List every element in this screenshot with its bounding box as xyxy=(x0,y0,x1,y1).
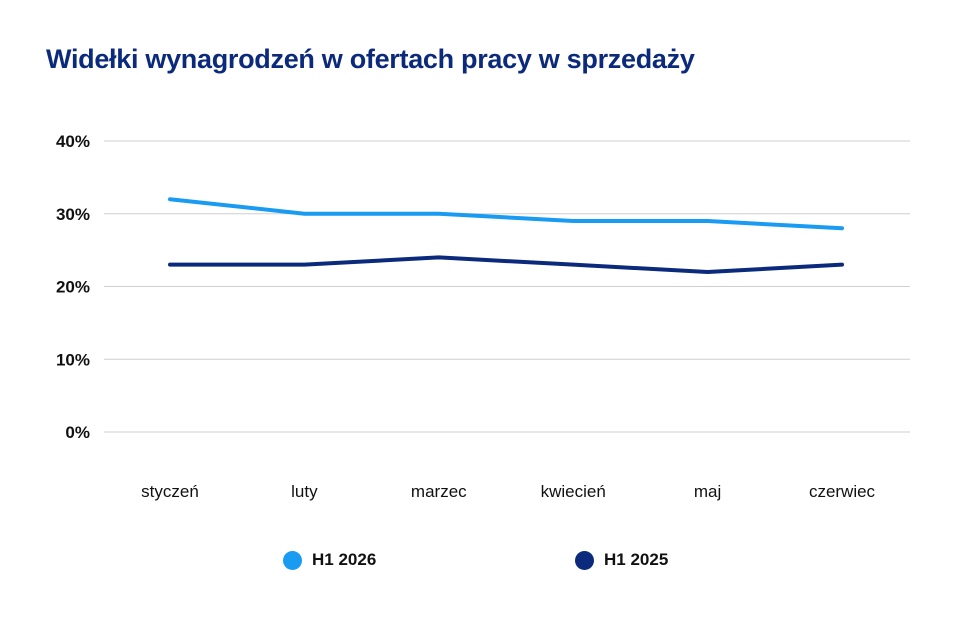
line-chart: 0% 10% 20% 30% 40% styczeń luty marzec kwiecień… xyxy=(56,132,910,501)
x-tick-label: kwiecień xyxy=(541,482,606,501)
legend-marker-h1-2025 xyxy=(575,550,594,570)
legend-marker-h1-2026 xyxy=(283,550,302,570)
grid-lines xyxy=(104,140,910,433)
legend: H1 2026 H1 2025 xyxy=(0,545,960,575)
x-axis-ticks: styczeń luty marzec kwiecień maj czerwiec xyxy=(141,482,875,501)
y-tick-label: 30% xyxy=(56,205,90,224)
y-tick-label: 0% xyxy=(65,423,90,442)
series-line-0 xyxy=(168,197,844,231)
legend-label-h1-2025: H1 2025 xyxy=(604,550,669,569)
series-lines xyxy=(168,197,844,274)
series-line-1 xyxy=(168,255,844,274)
y-tick-label: 40% xyxy=(56,132,90,151)
legend-label-h1-2026: H1 2026 xyxy=(312,550,377,569)
y-tick-label: 10% xyxy=(56,350,90,369)
x-tick-label: styczeń xyxy=(141,482,199,501)
x-tick-label: marzec xyxy=(411,482,467,501)
legend-item-h1-2026: H1 2026 xyxy=(283,545,376,575)
chart-title: Widełki wynagrodzeń w ofertach pracy w s… xyxy=(46,44,695,74)
x-tick-label: czerwiec xyxy=(809,482,876,501)
x-tick-label: maj xyxy=(694,482,721,501)
x-tick-label: luty xyxy=(291,482,318,501)
y-axis-ticks: 0% 10% 20% 30% 40% xyxy=(56,132,90,442)
y-tick-label: 20% xyxy=(56,278,90,297)
legend-item-h1-2025: H1 2025 xyxy=(575,545,668,575)
